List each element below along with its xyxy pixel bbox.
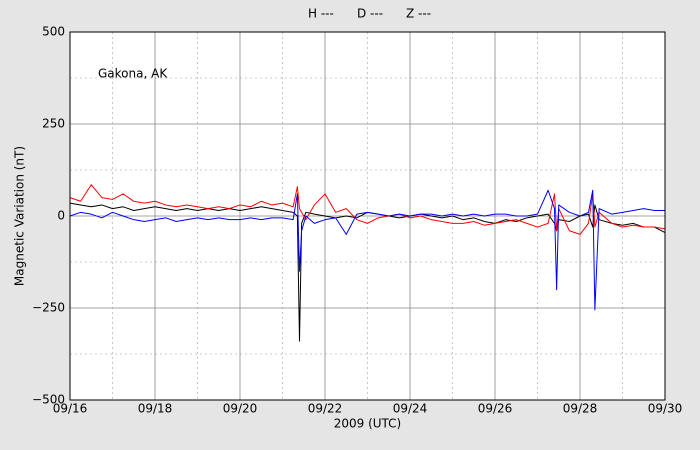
x-tick-label: 09/30 — [648, 402, 683, 416]
x-tick-label: 09/26 — [478, 402, 513, 416]
y-tick-label: 500 — [42, 25, 65, 39]
legend-entry: H --- — [308, 7, 334, 21]
series-line — [69, 184, 666, 235]
y-tick-label: 250 — [42, 117, 65, 131]
x-tick-label: 09/18 — [138, 402, 173, 416]
series-line — [69, 189, 665, 311]
y-tick-label: 0 — [57, 209, 65, 223]
y-tick-label: −500 — [32, 393, 65, 407]
legend: H --- D --- Z --- — [308, 7, 431, 21]
legend-entry: D --- — [357, 7, 383, 21]
y-tick-label: −250 — [32, 301, 65, 315]
x-tick-label: 09/24 — [393, 402, 428, 416]
y-axis-label: Magnetic Variation (nT) — [13, 146, 27, 286]
x-tick-label: 09/22 — [308, 402, 343, 416]
lines — [69, 184, 666, 342]
x-tick-label: 09/28 — [563, 402, 598, 416]
plot-frame — [69, 31, 666, 401]
x-axis-label: 2009 (UTC) — [334, 417, 402, 431]
x-tick-label: 09/16 — [53, 402, 88, 416]
legend-entry: Z --- — [406, 7, 431, 21]
annotation: Gakona, AK — [98, 67, 168, 81]
x-tick-label: 09/20 — [223, 402, 258, 416]
